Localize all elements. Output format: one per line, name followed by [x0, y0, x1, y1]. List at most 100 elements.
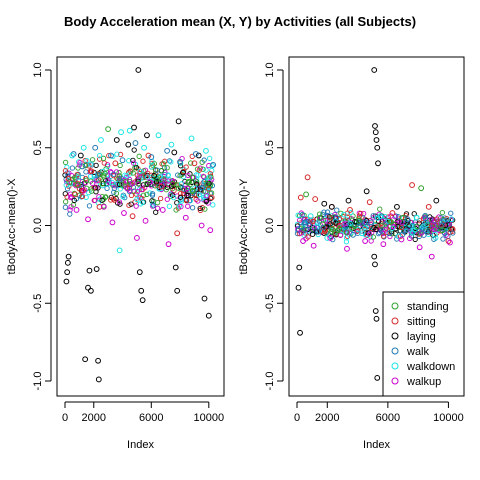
band-point: [111, 185, 118, 192]
data-point-laying: [172, 264, 179, 271]
band-point: [177, 194, 184, 200]
data-point-standing: [154, 175, 160, 182]
band-point: [323, 224, 329, 230]
data-point-laying: [295, 284, 302, 291]
band-point: [168, 191, 174, 197]
data-point-laying: [371, 67, 378, 73]
data-point-laying: [131, 124, 137, 131]
data-point-laying: [321, 200, 328, 207]
data-point-walkdown: [431, 231, 438, 238]
data-point-walkup: [300, 238, 306, 244]
band-point: [111, 171, 117, 177]
band-point: [171, 194, 177, 201]
band-point: [91, 197, 97, 204]
band-point: [203, 198, 209, 205]
band-point: [177, 163, 184, 169]
data-point-walkdown: [188, 135, 195, 142]
band-point: [167, 191, 173, 198]
band-point: [422, 215, 429, 221]
data-point-walkdown: [69, 152, 76, 159]
band-point: [347, 220, 353, 227]
band-point: [110, 196, 117, 202]
band-point: [370, 213, 376, 219]
data-point-walkup: [344, 245, 350, 252]
band-point: [365, 230, 371, 236]
data-point-laying: [201, 295, 208, 302]
legend-marker-laying: [391, 332, 399, 340]
band-point: [150, 203, 157, 209]
x-tick-label: 10000: [194, 412, 225, 424]
data-point-standing: [122, 179, 129, 185]
data-point-laying: [372, 261, 378, 268]
data-point-walk: [440, 217, 447, 224]
band-point: [195, 172, 201, 178]
data-point-laying: [373, 137, 380, 143]
band-point: [298, 230, 304, 236]
band-point: [428, 217, 435, 223]
band-point: [83, 194, 89, 201]
data-point-laying: [77, 152, 84, 159]
band-point: [328, 228, 334, 235]
data-point-laying: [125, 141, 132, 148]
data-point-walk: [315, 228, 322, 235]
x-tick-label: 0: [294, 412, 300, 424]
data-point-walkup: [207, 227, 214, 234]
band-point: [136, 173, 142, 179]
data-point-laying: [372, 123, 378, 129]
band-point: [387, 224, 393, 230]
x-tick-label: 6000: [139, 412, 163, 424]
x-tick-label: 2000: [315, 412, 339, 424]
data-point-walk: [132, 140, 139, 146]
band-point: [332, 218, 339, 224]
band-point: [361, 220, 368, 226]
data-point-laying: [174, 287, 181, 294]
data-point-laying: [374, 144, 381, 151]
x-tick-label: 2000: [82, 412, 106, 424]
band-point: [406, 223, 412, 229]
data-point-walkdown: [203, 147, 209, 154]
data-point-walk: [386, 230, 393, 237]
band-point: [184, 185, 191, 192]
data-point-walk: [92, 144, 99, 151]
data-point-walkdown: [116, 247, 123, 254]
data-point-laying: [85, 284, 91, 291]
y-tick-label: 1.0: [264, 62, 276, 77]
data-point-walk: [148, 154, 155, 160]
band-point: [407, 235, 413, 242]
band-point: [138, 186, 145, 193]
data-point-laying: [95, 376, 102, 383]
y-axis-title: tBodyAcc-mean()-Y: [238, 178, 250, 275]
data-point-sitting: [445, 238, 452, 244]
data-point-walkup: [398, 236, 405, 243]
data-point-laying: [363, 188, 370, 195]
data-point-standing: [83, 177, 90, 184]
legend-marker-walkup: [391, 377, 399, 385]
data-point-walkup: [159, 207, 166, 213]
data-point-walk: [350, 231, 356, 238]
data-point-laying: [345, 197, 352, 204]
band-point: [113, 190, 120, 197]
legend-label-laying: laying: [407, 331, 436, 343]
data-point-laying: [136, 269, 143, 276]
band-point: [186, 198, 193, 204]
band-point: [93, 162, 99, 169]
data-point-sitting: [366, 199, 373, 206]
band-point: [298, 223, 305, 230]
band-point: [366, 231, 373, 237]
band-point: [82, 162, 88, 169]
data-point-walk: [368, 219, 375, 226]
band-point: [116, 169, 122, 176]
data-point-walkup: [362, 238, 369, 244]
x-tick-label: 6000: [376, 412, 400, 424]
band-point: [194, 179, 200, 185]
band-point: [137, 168, 143, 175]
band-point: [349, 225, 355, 231]
x-tick-label: 0: [62, 412, 68, 424]
band-point: [373, 224, 380, 230]
data-point-walkup: [310, 242, 317, 249]
data-point-walkup: [165, 241, 172, 248]
band-point: [416, 231, 422, 237]
data-point-walkup: [142, 217, 149, 224]
band-point: [201, 157, 207, 163]
data-point-laying: [139, 297, 146, 304]
